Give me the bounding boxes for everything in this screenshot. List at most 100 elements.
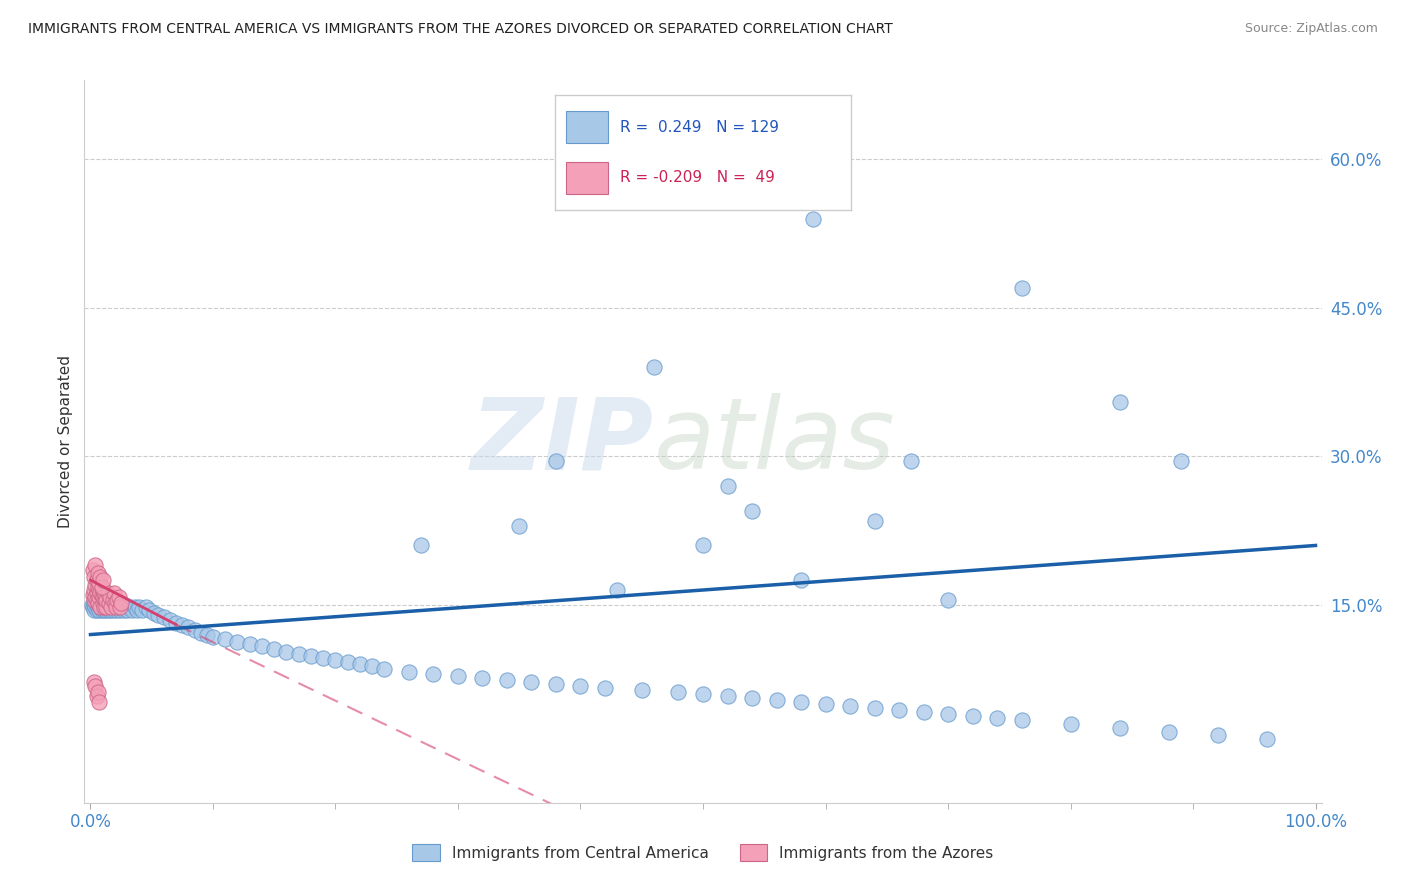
Point [165, 615, 187, 630]
Point [1011, 281, 1033, 295]
Point [643, 360, 665, 375]
Point [1011, 713, 1033, 727]
Point [1256, 732, 1278, 747]
Point [250, 640, 273, 654]
Point [195, 627, 218, 641]
Point [115, 599, 138, 614]
Point [146, 607, 169, 622]
Point [108, 603, 131, 617]
Point [107, 593, 129, 607]
Point [91, 596, 114, 610]
Point [98, 590, 121, 604]
Point [226, 635, 249, 649]
Point [863, 700, 886, 714]
Point [87, 599, 110, 614]
Point [1108, 721, 1130, 735]
Point [962, 708, 984, 723]
Point [668, 685, 690, 699]
Point [544, 454, 567, 468]
Point [94, 596, 117, 610]
Point [93, 598, 115, 612]
Point [496, 673, 519, 687]
Point [90, 598, 112, 612]
Point [299, 649, 322, 664]
Point [422, 667, 444, 681]
Point [107, 603, 129, 617]
Point [86, 603, 108, 617]
Point [214, 632, 236, 647]
Point [96, 593, 118, 607]
Point [104, 596, 127, 610]
Point [98, 599, 121, 614]
Point [100, 598, 122, 612]
Point [104, 599, 127, 614]
Point [107, 590, 129, 604]
Point [90, 588, 112, 602]
Point [692, 539, 714, 553]
Point [716, 689, 738, 703]
Point [87, 695, 110, 709]
Point [83, 582, 105, 597]
Point [94, 588, 117, 602]
Point [839, 698, 862, 713]
Point [86, 689, 108, 703]
Point [97, 596, 120, 610]
Point [87, 566, 110, 581]
Legend: Immigrants from Central America, Immigrants from the Azores: Immigrants from Central America, Immigra… [406, 838, 1000, 867]
Point [790, 573, 813, 587]
Point [86, 573, 108, 587]
Point [107, 598, 129, 612]
Point [312, 651, 335, 665]
Point [1157, 724, 1180, 739]
Point [1170, 454, 1192, 468]
Text: atlas: atlas [654, 393, 896, 490]
Point [138, 603, 160, 617]
Point [936, 593, 959, 607]
Point [83, 593, 105, 607]
Point [105, 599, 128, 614]
Point [110, 596, 132, 610]
Point [97, 586, 120, 600]
Point [87, 590, 110, 604]
Point [94, 599, 117, 614]
Point [101, 596, 124, 610]
Point [91, 573, 114, 587]
Point [153, 609, 176, 624]
Point [84, 593, 107, 607]
Point [190, 625, 212, 640]
Point [89, 596, 111, 610]
Point [986, 711, 1008, 725]
Point [82, 588, 104, 602]
Point [936, 706, 959, 721]
Point [741, 690, 763, 705]
Point [544, 677, 567, 691]
Point [84, 558, 107, 573]
Point [159, 613, 181, 627]
Point [863, 514, 886, 528]
Point [108, 599, 131, 614]
Point [105, 598, 128, 612]
Point [887, 703, 910, 717]
Point [765, 693, 787, 707]
Point [716, 479, 738, 493]
Point [90, 580, 112, 594]
Point [790, 695, 813, 709]
Point [97, 599, 120, 614]
Point [90, 603, 112, 617]
Point [569, 679, 592, 693]
Point [89, 599, 111, 614]
Point [87, 580, 110, 594]
Point [104, 596, 127, 610]
Point [201, 630, 224, 644]
Point [361, 659, 384, 673]
Point [86, 598, 108, 612]
Text: ZIP: ZIP [471, 393, 654, 490]
Point [287, 648, 309, 662]
Point [91, 596, 114, 610]
Point [471, 671, 494, 685]
Point [84, 679, 107, 693]
Point [110, 598, 132, 612]
Point [118, 599, 141, 614]
Point [91, 599, 114, 614]
Point [87, 596, 110, 610]
